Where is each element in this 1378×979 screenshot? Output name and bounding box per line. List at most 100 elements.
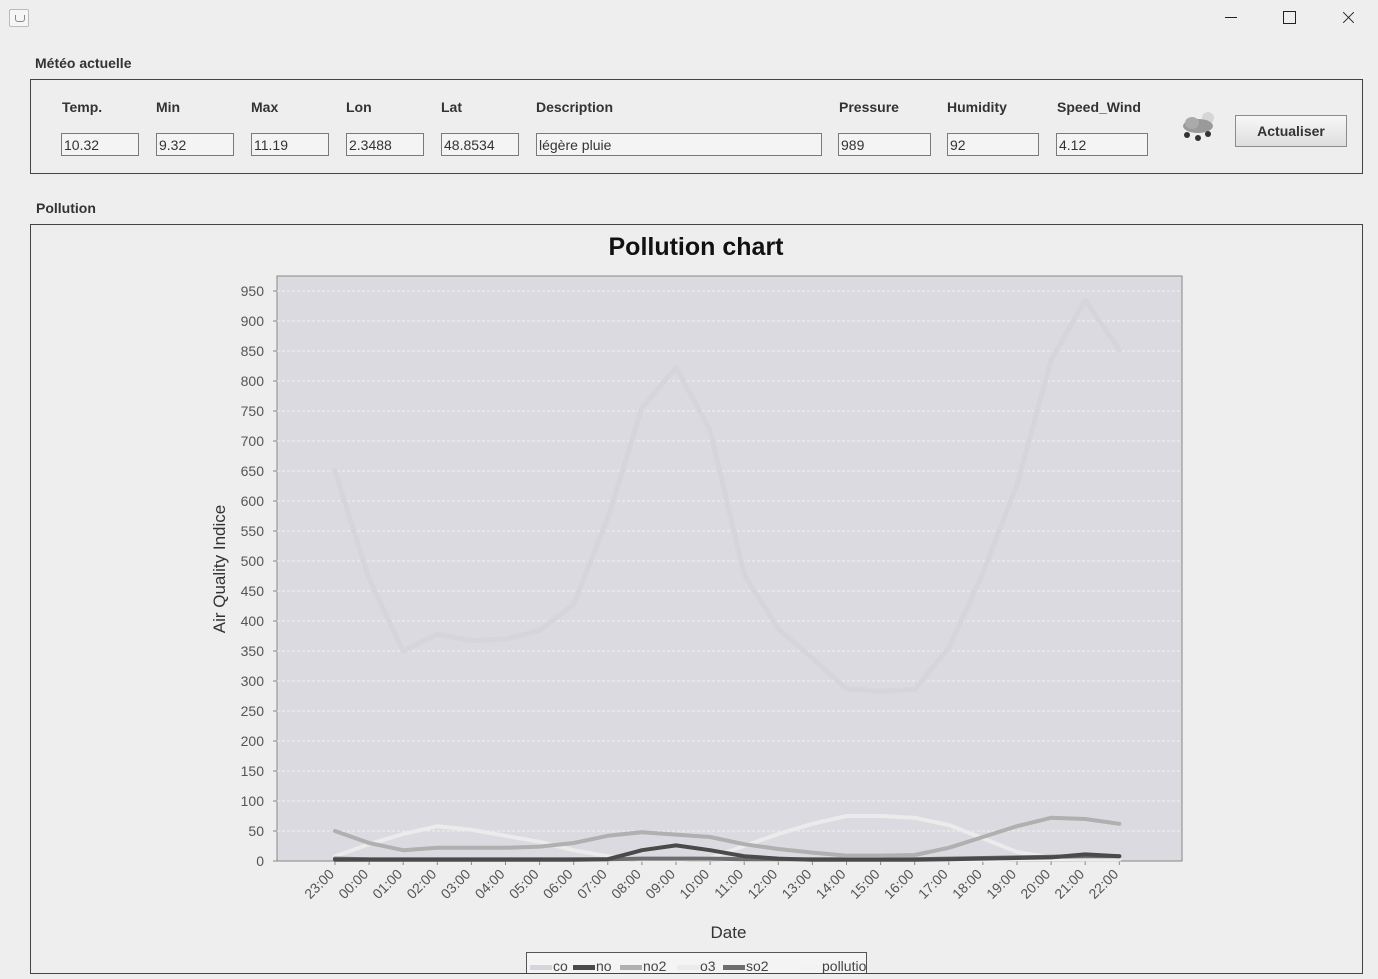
pollution-section-title: Pollution (36, 200, 96, 216)
x-tick-label: 16:00 (881, 866, 917, 902)
legend-label: pollution (822, 958, 867, 974)
x-tick-label: 14:00 (813, 866, 849, 902)
humidity-label: Humidity (947, 99, 1007, 115)
close-icon[interactable] (1325, 0, 1371, 36)
y-tick-label: 800 (241, 373, 265, 389)
legend-label: o3 (700, 958, 716, 974)
pollution-chart-panel: Pollution chart 0 50 100 150 200 250 300 350 400… (30, 224, 1363, 974)
legend-item-no2: no2 (620, 958, 667, 974)
min-label: Min (156, 99, 181, 115)
y-tick-label: 100 (241, 793, 265, 809)
x-tick-label: 12:00 (744, 866, 780, 902)
legend-swatch (677, 964, 699, 970)
y-tick-label: 500 (241, 553, 265, 569)
lon-label: Lon (346, 99, 372, 115)
x-tick-label: 15:00 (847, 866, 883, 902)
chart-legend: co no no2 o3 so2 pollution (526, 952, 867, 974)
window-titlebar (0, 0, 1378, 36)
weather-panel: Temp. Min Max Lon Lat Description Pressu… (30, 79, 1363, 174)
plot-area (276, 275, 1183, 862)
temp-field[interactable] (61, 133, 139, 156)
x-tick-label: 17:00 (915, 866, 951, 902)
y-tick-label: 700 (241, 433, 265, 449)
legend-swatch (573, 964, 595, 970)
description-field[interactable] (536, 133, 822, 156)
max-field[interactable] (251, 133, 329, 156)
y-tick-label: 450 (241, 583, 265, 599)
pressure-label: Pressure (839, 99, 899, 115)
y-tick-label: 850 (241, 343, 265, 359)
x-tick-label: 13:00 (778, 866, 814, 902)
y-tick-label: 200 (241, 733, 265, 749)
y-tick-label: 50 (248, 823, 264, 839)
series-line-co (332, 297, 1122, 694)
x-axis-label: Date (710, 923, 747, 942)
x-tick-label: 08:00 (608, 866, 644, 902)
y-tick-label: 0 (256, 853, 264, 869)
x-tick-label: 23:00 (301, 866, 337, 902)
series-line-no (333, 843, 1122, 862)
y-tick-label: 750 (241, 403, 265, 419)
pollution-line-chart: 0 50 100 150 200 250 300 350 400 450 500 550 600 650 7… (241, 275, 1183, 902)
y-tick-label: 950 (241, 283, 265, 299)
max-label: Max (251, 99, 279, 115)
humidity-field[interactable] (947, 133, 1039, 156)
y-tick-label: 400 (241, 613, 265, 629)
min-field[interactable] (156, 133, 234, 156)
legend-item-pollution: pollution (799, 958, 867, 974)
y-tick-label: 550 (241, 523, 265, 539)
x-tick-label: 00:00 (335, 866, 371, 902)
y-tick-label: 250 (241, 703, 265, 719)
x-tick-label: 03:00 (437, 866, 473, 902)
legend-item-o3: o3 (677, 958, 716, 974)
refresh-button[interactable]: Actualiser (1235, 115, 1347, 147)
y-tick-label: 150 (241, 763, 265, 779)
x-tick-label: 07:00 (574, 866, 610, 902)
temp-label: Temp. (62, 99, 103, 115)
description-label: Description (536, 99, 614, 115)
y-tick-label: 650 (241, 463, 265, 479)
x-tick-label: 06:00 (540, 866, 576, 902)
lat-field[interactable] (441, 133, 519, 156)
legend-swatch (723, 964, 745, 970)
light-rain-icon (1183, 112, 1214, 141)
weather-section-title: Météo actuelle (35, 55, 132, 71)
series-line-no2 (333, 815, 1122, 858)
x-tick-label: 22:00 (1085, 866, 1121, 902)
y-tick-label: 350 (241, 643, 265, 659)
x-tick-label: 18:00 (949, 866, 985, 902)
x-tick-label: 05:00 (506, 866, 542, 902)
y-tick-label: 300 (241, 673, 265, 689)
x-tick-label: 21:00 (1051, 866, 1087, 902)
x-tick-label: 01:00 (369, 866, 405, 902)
speed-wind-label: Speed_Wind (1057, 99, 1141, 115)
y-axis-label: Air Quality Indice (210, 504, 229, 634)
lat-label: Lat (441, 99, 462, 115)
chart-title: Pollution chart (608, 233, 784, 261)
x-tick-label: 09:00 (642, 866, 678, 902)
legend-label: co (553, 958, 568, 974)
y-tick-label: 900 (241, 313, 265, 329)
legend-label: no2 (643, 958, 667, 974)
legend-swatch (530, 964, 552, 970)
x-tick-label: 20:00 (1017, 866, 1053, 902)
pressure-field[interactable] (838, 133, 931, 156)
minimize-icon[interactable] (1208, 0, 1254, 36)
x-tick-label: 04:00 (472, 866, 508, 902)
legend-item-so2: so2 (723, 958, 769, 974)
java-app-icon (9, 9, 29, 27)
legend-label: so2 (746, 958, 769, 974)
x-tick-label: 11:00 (711, 866, 747, 902)
speed-wind-field[interactable] (1056, 133, 1148, 156)
legend-swatch (620, 964, 642, 970)
x-tick-label: 19:00 (983, 866, 1019, 902)
legend-item-no: no (573, 958, 612, 974)
legend-label: no (596, 958, 612, 974)
lon-field[interactable] (346, 133, 424, 156)
legend-item-co: co (530, 958, 568, 974)
x-tick-label: 02:00 (403, 866, 439, 902)
y-tick-label: 600 (241, 493, 265, 509)
x-tick-label: 10:00 (676, 866, 712, 902)
legend-swatch (799, 964, 821, 970)
maximize-icon[interactable] (1266, 0, 1312, 36)
